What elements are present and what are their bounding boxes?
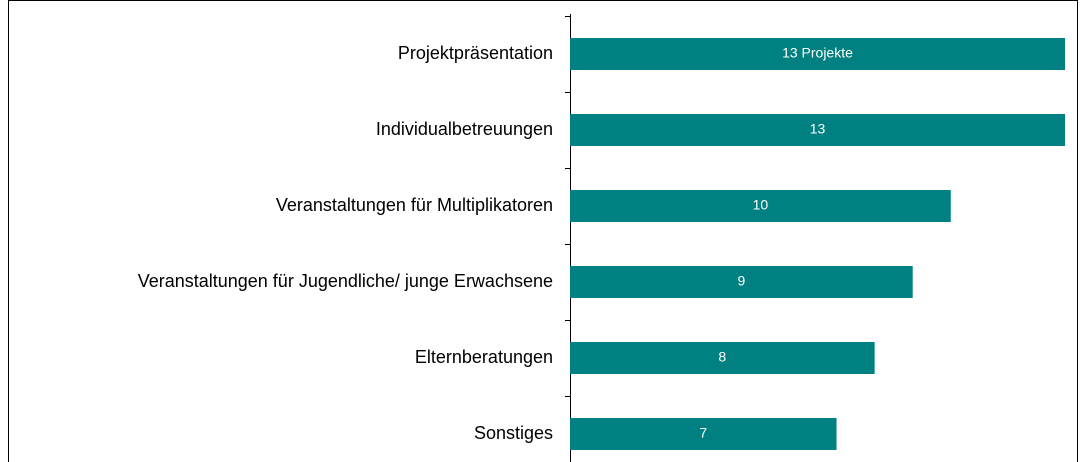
- value-label: 8: [718, 349, 726, 365]
- category-label: Projektpräsentation: [398, 43, 553, 63]
- bar: [570, 190, 951, 222]
- category-label: Elternberatungen: [415, 347, 553, 367]
- category-label: Veranstaltungen für Multiplikatoren: [276, 195, 553, 215]
- value-label: 13 Projekte: [782, 45, 853, 61]
- value-label: 13: [810, 121, 826, 137]
- value-label: 7: [699, 425, 707, 441]
- bar: [570, 38, 1065, 70]
- bar: [570, 114, 1065, 146]
- bar: [570, 266, 913, 298]
- bar: [570, 418, 837, 450]
- value-label: 9: [737, 273, 745, 289]
- bar: [570, 342, 875, 374]
- value-label: 10: [753, 197, 769, 213]
- category-label: Sonstiges: [474, 423, 553, 443]
- category-label: Veranstaltungen für Jugendliche/ junge E…: [138, 271, 553, 291]
- chart-frame: [8, 0, 1078, 462]
- category-label: Individualbetreuungen: [376, 119, 553, 139]
